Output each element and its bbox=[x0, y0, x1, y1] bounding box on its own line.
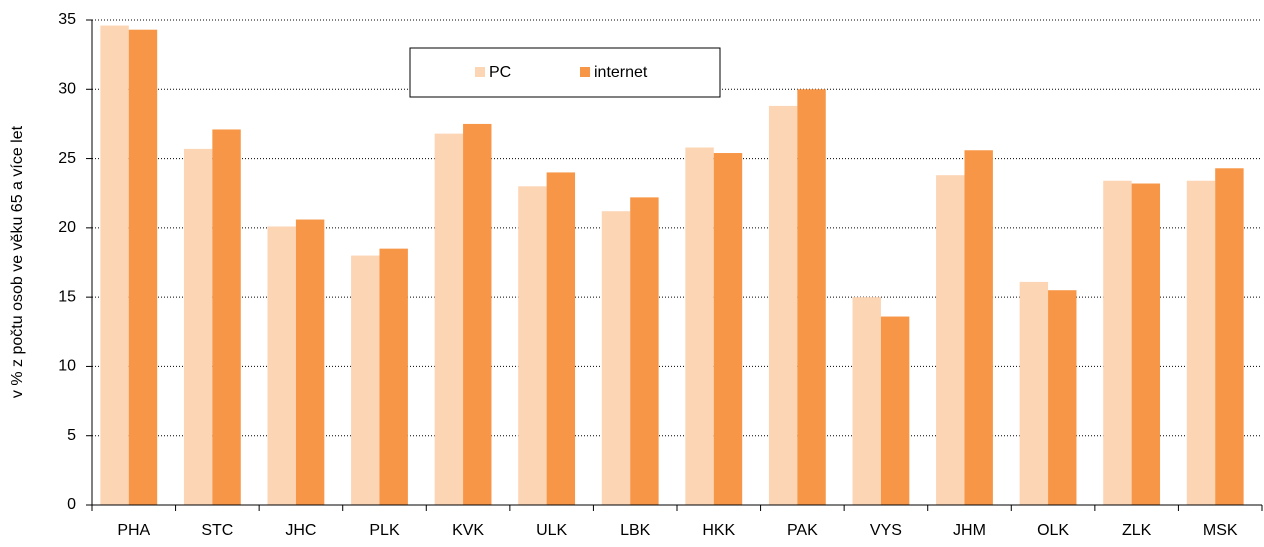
legend-swatch bbox=[580, 67, 590, 77]
y-axis-label: v % z počtu osob ve věku 65 a více let bbox=[9, 125, 26, 398]
bar bbox=[964, 150, 993, 505]
x-tick-label: PLK bbox=[369, 522, 400, 539]
x-tick-label: HKK bbox=[702, 522, 735, 539]
bar bbox=[630, 197, 659, 505]
y-tick-label: 20 bbox=[58, 219, 76, 236]
bar bbox=[267, 226, 296, 505]
bar bbox=[463, 123, 492, 505]
bar bbox=[351, 255, 380, 505]
legend-label: PC bbox=[489, 64, 511, 81]
bar bbox=[601, 211, 631, 505]
bar bbox=[797, 89, 826, 506]
bar bbox=[183, 148, 213, 505]
bar bbox=[685, 147, 714, 505]
legend-box bbox=[409, 47, 721, 98]
bar bbox=[1019, 281, 1049, 505]
bar bbox=[1048, 290, 1077, 505]
bar bbox=[379, 248, 408, 505]
bar bbox=[1131, 183, 1161, 505]
x-tick-label: LBK bbox=[620, 522, 651, 539]
legend-swatch bbox=[475, 67, 485, 77]
x-tick-label: OLK bbox=[1037, 522, 1069, 539]
x-tick-label: ZLK bbox=[1122, 522, 1152, 539]
y-tick-label: 10 bbox=[58, 358, 76, 375]
bar bbox=[936, 175, 965, 505]
y-tick-label: 0 bbox=[67, 496, 76, 513]
y-tick-label: 30 bbox=[58, 81, 76, 98]
y-tick-label: 5 bbox=[67, 427, 76, 444]
bar bbox=[128, 29, 158, 505]
legend-label: internet bbox=[594, 64, 648, 81]
y-tick-label: 35 bbox=[58, 11, 76, 28]
x-tick-label: MSK bbox=[1203, 522, 1238, 539]
y-tick-label: 15 bbox=[58, 288, 76, 305]
x-tick-label: VYS bbox=[870, 522, 902, 539]
y-tick-label: 25 bbox=[58, 150, 76, 167]
bar bbox=[1215, 168, 1244, 505]
bar bbox=[880, 316, 910, 505]
x-tick-label: STC bbox=[201, 522, 233, 539]
x-tick-label: PAK bbox=[787, 522, 818, 539]
bar bbox=[212, 129, 241, 505]
bar bbox=[295, 219, 325, 506]
x-tick-label: JHM bbox=[953, 522, 986, 539]
bar bbox=[434, 133, 464, 505]
bar bbox=[768, 105, 798, 506]
bar bbox=[546, 172, 576, 505]
bar bbox=[518, 186, 547, 506]
x-tick-label: ULK bbox=[536, 522, 567, 539]
bar bbox=[713, 153, 743, 505]
bar bbox=[1103, 180, 1132, 505]
x-tick-label: JHC bbox=[285, 522, 316, 539]
x-tick-label: PHA bbox=[117, 522, 150, 539]
bar bbox=[1186, 180, 1216, 505]
bar bbox=[852, 297, 881, 505]
bar bbox=[100, 25, 129, 506]
x-tick-label: KVK bbox=[452, 522, 484, 539]
